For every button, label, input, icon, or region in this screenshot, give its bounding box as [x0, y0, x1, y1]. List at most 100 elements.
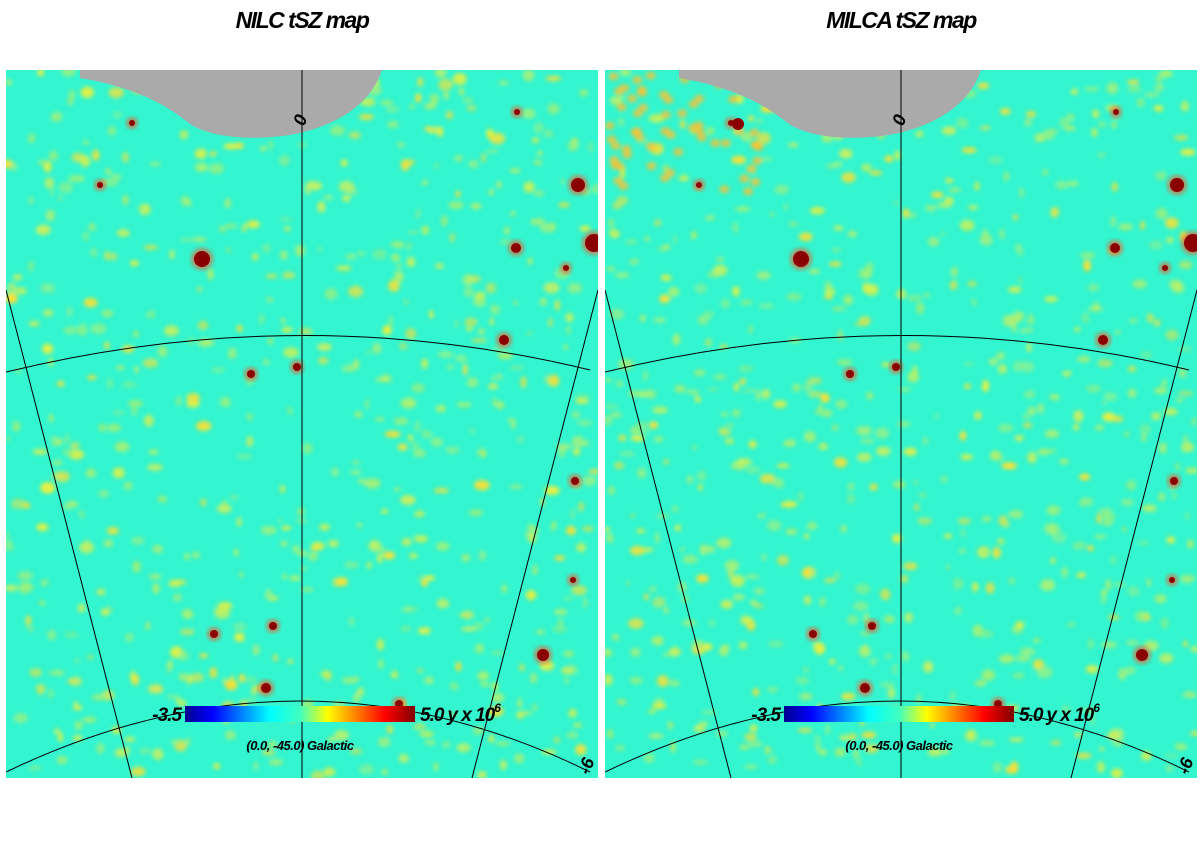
noise-blob: [98, 423, 107, 432]
noise-blob: [219, 396, 231, 408]
noise-blob: [1001, 462, 1017, 470]
noise-blob: [527, 524, 535, 531]
noise-blob: [176, 395, 182, 407]
noise-blob: [686, 475, 693, 484]
noise-blob: [281, 525, 292, 531]
graticule: [6, 70, 598, 778]
noise-blob: [1074, 731, 1082, 738]
noise-blob: [572, 722, 583, 728]
noise-blob: [390, 241, 403, 248]
noise-blob: [209, 151, 217, 157]
noise-blob: [680, 121, 686, 128]
noise-blob: [1094, 534, 1107, 539]
noise-blob: [1076, 572, 1086, 578]
noise-blob: [57, 195, 64, 202]
noise-blob: [242, 223, 247, 233]
noise-blob: [855, 583, 871, 595]
noise-blob: [1059, 116, 1071, 128]
noise-blob: [438, 78, 453, 91]
noise-blob: [786, 292, 802, 301]
noise-blob: [163, 325, 179, 337]
noise-blob: [328, 540, 339, 548]
noise-blob: [553, 608, 568, 616]
noise-blob: [945, 178, 954, 184]
noise-blob: [608, 72, 619, 81]
noise-blob: [829, 658, 836, 665]
noise-blob: [663, 459, 670, 465]
noise-blob: [130, 766, 146, 777]
noise-blob: [47, 688, 55, 700]
noise-blob: [1092, 109, 1100, 118]
noise-blob: [654, 698, 664, 706]
noise-blob: [423, 676, 435, 685]
noise-blob: [583, 597, 588, 609]
noise-blob: [742, 388, 758, 393]
noise-blob: [1159, 653, 1174, 664]
noise-blob: [1146, 577, 1151, 588]
noise-blob: [143, 245, 158, 250]
noise-blob: [1055, 180, 1069, 190]
noise-blob: [545, 76, 562, 81]
noise-blob: [838, 664, 843, 672]
noise-blob: [1073, 423, 1080, 431]
noise-blob: [755, 118, 763, 124]
noise-blob: [1084, 86, 1099, 92]
noise-blob: [1046, 505, 1061, 516]
noise-blob: [731, 409, 741, 418]
noise-blob: [1106, 82, 1119, 94]
noise-blob: [576, 419, 593, 427]
noise-blob: [803, 431, 816, 443]
cluster: [514, 109, 520, 115]
noise-blob: [1127, 586, 1140, 597]
noise-blob: [824, 286, 836, 297]
noise-blob: [376, 638, 385, 651]
noise-blob: [6, 282, 17, 295]
noise-blob: [433, 761, 439, 772]
noise-blob: [27, 133, 36, 144]
noise-blob: [856, 452, 872, 462]
noise-blob: [611, 634, 620, 641]
noise-blob: [6, 540, 14, 552]
noise-blob: [480, 449, 487, 458]
cluster: [892, 363, 900, 371]
noise-blob: [988, 358, 998, 366]
noise-blob: [756, 132, 771, 145]
noise-blob: [653, 317, 666, 323]
graticule-label: -6: [574, 754, 599, 777]
noise-blob: [563, 596, 574, 601]
noise-blob: [630, 435, 645, 442]
noise-blob: [716, 537, 732, 549]
noise-blob: [1107, 615, 1120, 620]
noise-blob: [1111, 182, 1118, 192]
noise-blob: [1036, 666, 1053, 679]
noise-blob: [142, 358, 159, 368]
noise-blob: [1161, 617, 1169, 630]
noise-blob: [618, 358, 634, 370]
noise-blob: [630, 513, 635, 518]
noise-blob: [66, 306, 73, 317]
noise-blob: [486, 148, 499, 154]
noise-blob: [179, 130, 189, 140]
cluster: [1169, 577, 1175, 583]
noise-blob: [901, 651, 910, 662]
noise-blob: [471, 338, 488, 343]
noise-blob: [1178, 260, 1193, 270]
noise-blob: [408, 433, 413, 442]
noise-blob: [112, 111, 122, 119]
noise-blob: [244, 698, 257, 703]
noise-blob: [261, 525, 277, 535]
noise-blob: [47, 629, 57, 641]
noise-blob: [401, 606, 414, 613]
noise-blob: [698, 483, 703, 491]
noise-blob: [1012, 672, 1025, 679]
noise-blob: [858, 645, 871, 658]
noise-blob: [629, 545, 645, 556]
noise-blob: [477, 671, 489, 681]
noise-blob: [646, 162, 657, 170]
noise-blob: [955, 117, 969, 129]
noise-blob: [463, 286, 474, 298]
noise-blob: [766, 520, 782, 531]
cluster: [537, 649, 549, 661]
noise-blob: [655, 532, 660, 545]
noise-blob: [473, 480, 490, 491]
